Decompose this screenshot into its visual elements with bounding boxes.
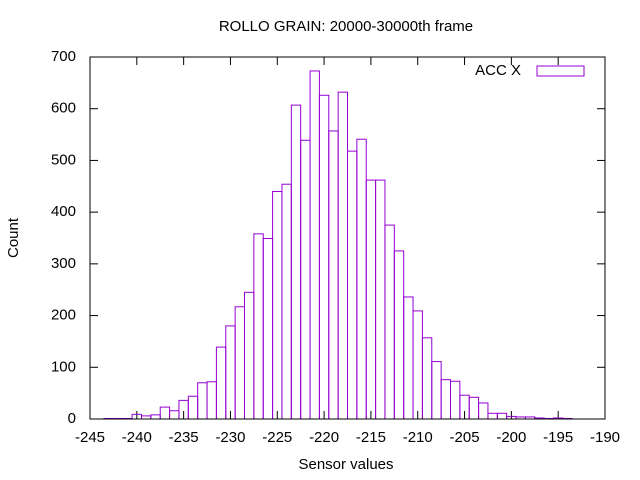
x-tick-label: -240 [122, 429, 152, 446]
x-tick-label: -230 [215, 429, 245, 446]
y-tick-label: 400 [51, 203, 76, 220]
bar [197, 382, 208, 420]
y-tick-label: 600 [51, 100, 76, 117]
x-tick-label: -245 [75, 429, 105, 446]
x-tick-label: -215 [356, 429, 386, 446]
bar [272, 190, 283, 420]
bar [150, 414, 161, 420]
bar [347, 150, 358, 420]
x-tick-label: -200 [496, 429, 526, 446]
bar [421, 337, 433, 420]
bar [253, 233, 264, 420]
bar [403, 296, 414, 420]
bar [478, 402, 489, 420]
y-tick-label: 200 [51, 307, 76, 324]
x-tick-label: -210 [403, 429, 433, 446]
bar [328, 130, 339, 420]
bar [244, 291, 255, 420]
bar [215, 346, 227, 420]
bar [309, 70, 320, 420]
y-tick-label: 100 [51, 358, 76, 375]
bar [290, 104, 302, 420]
bar [300, 139, 311, 420]
chart-title: ROLLO GRAIN: 20000-30000th frame [219, 18, 473, 35]
legend-label: ACC X [475, 62, 521, 79]
bar [356, 138, 367, 420]
y-tick-label: 700 [51, 48, 76, 65]
x-tick-label: -195 [543, 429, 573, 446]
bar [375, 179, 386, 420]
bar [487, 412, 498, 420]
x-tick-label: -190 [590, 429, 620, 446]
bar [262, 238, 274, 420]
bar [169, 410, 180, 420]
y-tick-label: 500 [51, 151, 76, 168]
legend-swatch [536, 65, 585, 77]
x-axis-label: Sensor values [298, 456, 393, 473]
bar [440, 379, 451, 420]
bar [468, 396, 480, 420]
bar [412, 310, 423, 420]
bar [496, 412, 508, 420]
plot-border [89, 56, 606, 420]
bar [159, 406, 171, 420]
bar [450, 380, 461, 420]
bar [365, 179, 377, 420]
bar [318, 94, 330, 420]
bar [431, 361, 442, 420]
x-tick-label: -220 [309, 429, 339, 446]
x-tick-label: -205 [450, 429, 480, 446]
bar [206, 381, 217, 420]
bar [337, 91, 348, 420]
bar [384, 224, 395, 420]
bar [187, 395, 199, 420]
y-tick-label: 0 [68, 410, 76, 427]
bar [393, 250, 405, 420]
bar [234, 306, 246, 420]
y-axis-label: Count [5, 217, 22, 258]
x-tick-label: -235 [169, 429, 199, 446]
bar [281, 183, 292, 420]
x-tick-label: -225 [262, 429, 292, 446]
bar [225, 325, 236, 420]
y-tick-label: 300 [51, 255, 76, 272]
